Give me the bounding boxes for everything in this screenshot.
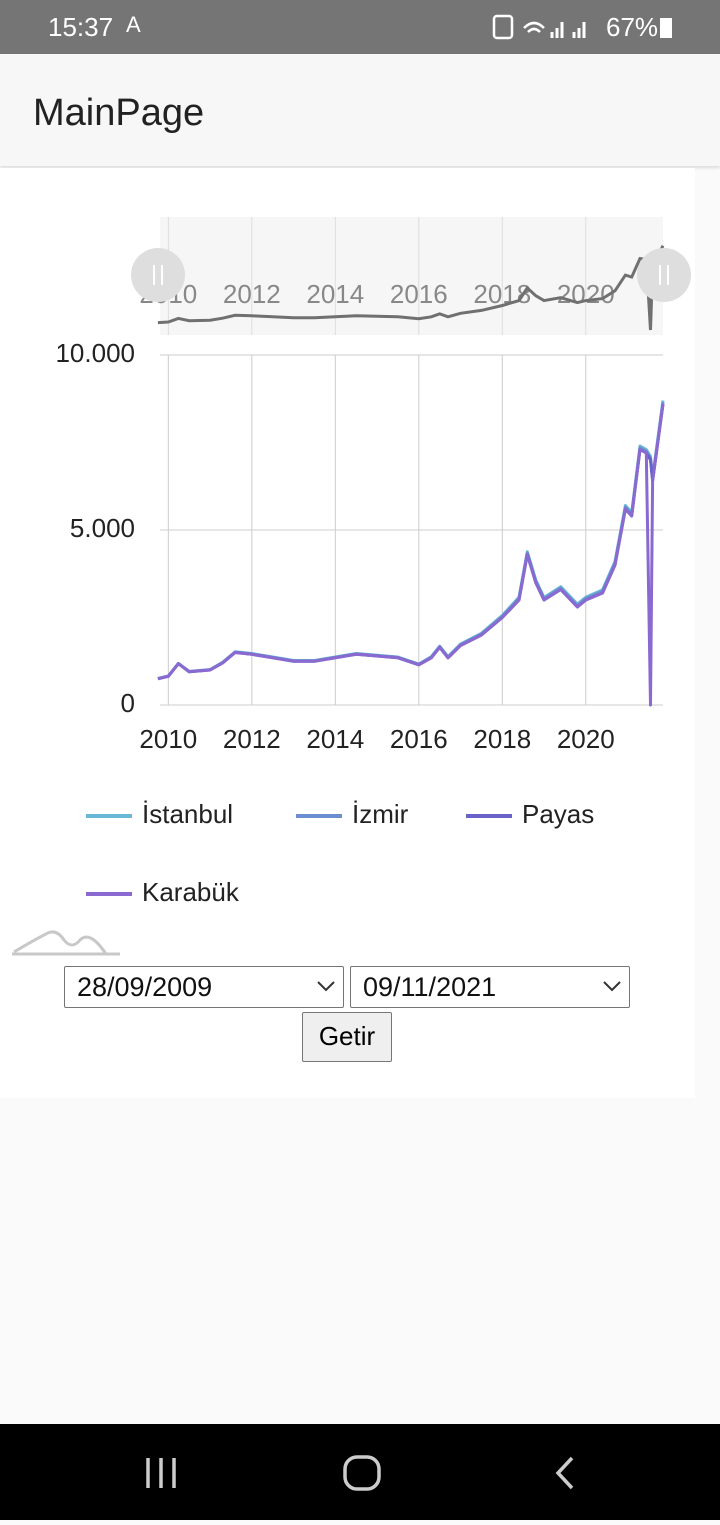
start-date: 28/09/2009 <box>77 972 213 1002</box>
app-bar: MainPage <box>0 54 720 166</box>
x-tick-label: 2020 <box>557 724 615 754</box>
range-handle[interactable] <box>131 248 185 302</box>
x-tick-label: 2012 <box>223 724 281 754</box>
chevron <box>603 981 621 992</box>
nav-bar <box>0 1424 720 1520</box>
submit-button[interactable]: Getir <box>302 1012 392 1062</box>
x-tick-label: 2014 <box>306 724 364 754</box>
series-line <box>157 403 665 707</box>
series-line <box>157 403 665 681</box>
legend-label[interactable]: İzmir <box>352 799 409 829</box>
legend-label[interactable]: Karabük <box>142 877 240 907</box>
navigator-tick-label: 2012 <box>223 279 281 309</box>
start-date-select[interactable]: 28/09/2009 <box>64 966 344 1008</box>
status-bar: 15:37 A 67% <box>0 0 720 54</box>
y-tick-label: 10.000 <box>55 338 135 368</box>
status-icon: A <box>126 12 141 37</box>
y-tick-label: 0 <box>121 688 135 718</box>
logo <box>12 930 120 956</box>
series-line <box>157 400 665 680</box>
handle-grip <box>153 265 163 285</box>
chart: 2010 2012 2014 2016 2018 2020 0 5.000 10.000 201… <box>12 217 691 956</box>
navigator-tick-label: 2014 <box>306 279 364 309</box>
battery-icon <box>660 18 672 38</box>
time: 15:37 <box>48 12 114 42</box>
navigator-tick-label: 2020 <box>557 279 615 309</box>
navigator-line <box>157 245 665 331</box>
status-icons <box>492 14 586 40</box>
end-date: 09/11/2021 <box>363 972 497 1002</box>
navigator-tick-label: 2018 <box>473 279 531 309</box>
navigator-tick-label: 2016 <box>390 279 448 309</box>
battery: 67% <box>606 12 659 42</box>
legend-label[interactable]: İstanbul <box>142 799 233 829</box>
handle-grip <box>659 265 669 285</box>
x-tick-label: 2018 <box>473 724 531 754</box>
legend-label[interactable]: Payas <box>522 799 594 829</box>
x-tick-label: 2010 <box>139 724 197 754</box>
range-handle[interactable] <box>637 248 691 302</box>
y-tick-label: 5.000 <box>70 513 135 543</box>
end-date-select[interactable]: 09/11/2021 <box>350 966 630 1008</box>
nav-icons <box>146 1455 574 1491</box>
series-line <box>157 402 665 681</box>
page-title: MainPage <box>33 92 205 134</box>
x-tick-label: 2016 <box>390 724 448 754</box>
chevron <box>317 981 335 992</box>
